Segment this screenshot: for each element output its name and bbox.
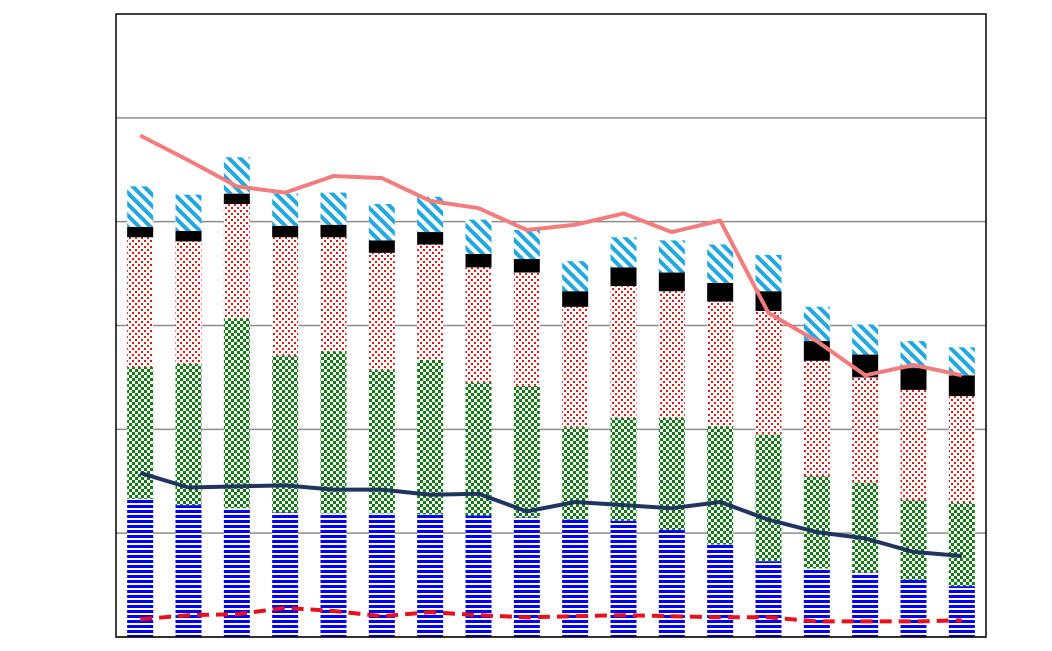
bar-segment <box>852 324 879 355</box>
bar-segment <box>755 310 782 435</box>
bar-segment <box>948 503 975 587</box>
bar-segment <box>465 253 492 268</box>
bar-segment <box>320 237 347 352</box>
line-series <box>139 133 963 378</box>
bar-segment <box>465 219 492 254</box>
bar-segment <box>948 586 975 637</box>
bar-segment <box>658 291 685 418</box>
bar-segment <box>465 267 492 383</box>
bar-segment <box>513 229 540 260</box>
bar-segment <box>610 237 637 268</box>
bar-segment <box>127 186 154 227</box>
bar-segment <box>707 426 734 545</box>
bar-segment <box>658 272 685 292</box>
bar-segment <box>513 272 540 386</box>
bar-segment <box>948 396 975 504</box>
bar-segment <box>803 568 830 637</box>
bar-segment <box>417 244 444 360</box>
bar-segment <box>368 252 395 371</box>
bar-segment <box>127 498 154 637</box>
bar-segment <box>417 514 444 637</box>
bar-segment <box>707 301 734 427</box>
bar-segment <box>900 579 927 637</box>
bar-segment <box>562 261 589 292</box>
bar-segment <box>175 231 202 242</box>
bar-segment <box>272 193 299 226</box>
bar-segment <box>368 240 395 253</box>
bar-segment <box>755 254 782 292</box>
bar-segment <box>948 375 975 397</box>
bar-segment <box>852 377 879 483</box>
bar-segment <box>852 572 879 637</box>
bar-segment <box>223 193 250 205</box>
bar-segment <box>610 267 637 287</box>
bar-segment <box>368 513 395 637</box>
bar-segment <box>272 225 299 238</box>
bar-segment <box>707 244 734 283</box>
bar-segment <box>658 417 685 531</box>
bar-segment <box>658 530 685 637</box>
bar-segment <box>127 367 154 499</box>
bar-segment <box>320 224 347 238</box>
bar-segment <box>320 192 347 225</box>
bar-segment <box>272 355 299 513</box>
bar-segment <box>127 226 154 238</box>
bar-segment <box>707 282 734 302</box>
line-series <box>140 605 962 624</box>
bar-segment <box>562 306 589 428</box>
bar-segment <box>465 515 492 637</box>
bar-segment <box>658 240 685 273</box>
bar-segment <box>948 347 975 376</box>
bar-segment <box>223 318 250 509</box>
bar-segment <box>513 259 540 273</box>
bar-segment <box>175 363 202 506</box>
bar-segment <box>755 561 782 637</box>
bar-segment <box>417 359 444 515</box>
line-series <box>139 470 962 558</box>
bar-segment <box>127 237 154 368</box>
bar-segment <box>900 368 927 390</box>
bar-segment <box>223 508 250 637</box>
bar-segment <box>272 237 299 356</box>
bar-segment <box>852 482 879 573</box>
bar-segment <box>562 291 589 307</box>
bar-segment <box>272 512 299 637</box>
bar-segment <box>562 519 589 637</box>
bar-segment <box>223 204 250 319</box>
bar-segment <box>900 389 927 500</box>
bar-segment <box>755 291 782 311</box>
bar-segment <box>513 385 540 518</box>
bar-segment <box>803 360 830 477</box>
bar-segment <box>175 241 202 364</box>
bar-segment <box>610 286 637 418</box>
bar-segment <box>803 476 830 569</box>
bar-segment <box>175 194 202 232</box>
bar-segment <box>755 434 782 562</box>
bar-segment <box>610 520 637 637</box>
bar-segment <box>803 341 830 361</box>
bar-segment <box>900 499 927 580</box>
bar-segment <box>417 232 444 245</box>
bar-segment <box>368 204 395 241</box>
bar-segment <box>320 351 347 514</box>
plot-frame <box>115 13 987 638</box>
bar-segment <box>707 544 734 637</box>
bar-segment <box>320 513 347 637</box>
